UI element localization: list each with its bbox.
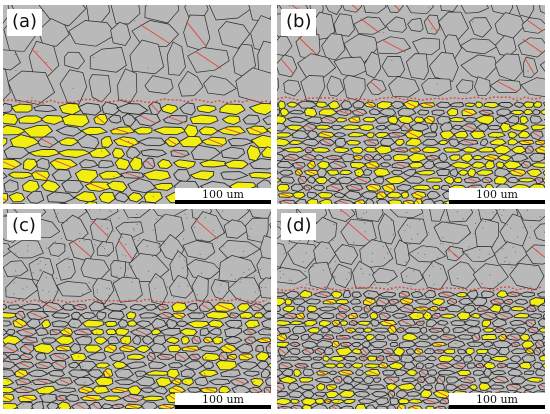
panel-label-d: (d) xyxy=(281,213,317,240)
scale-bar-line-d xyxy=(449,405,545,409)
micrograph-panel-a: (a) 100 um xyxy=(3,5,271,204)
ebsd-map-a xyxy=(3,5,271,204)
micrograph-panel-d: (d) 100 um xyxy=(277,209,545,409)
scale-bar-b: 100 um xyxy=(449,188,545,204)
scale-bar-text-b: 100 um xyxy=(475,188,518,201)
micrograph-panel-b: (b) 100 um xyxy=(277,5,545,204)
ebsd-map-c xyxy=(3,209,271,409)
ebsd-map-b xyxy=(277,5,545,204)
scale-bar-text-d: 100 um xyxy=(475,393,518,406)
micrograph-panel-c: (c) 100 um xyxy=(3,209,271,409)
ebsd-map-d xyxy=(277,209,545,409)
panel-label-c: (c) xyxy=(7,213,41,240)
scale-bar-text-c: 100 um xyxy=(201,393,244,406)
scale-bar-line-a xyxy=(175,200,271,204)
scale-bar-line-c xyxy=(175,405,271,409)
scale-bar-d: 100 um xyxy=(449,393,545,409)
panel-label-a: (a) xyxy=(7,9,43,36)
scale-bar-text-a: 100 um xyxy=(201,188,244,201)
scale-bar-c: 100 um xyxy=(175,393,271,409)
scale-bar-a: 100 um xyxy=(175,188,271,204)
scale-bar-line-b xyxy=(449,200,545,204)
panel-label-b: (b) xyxy=(281,9,317,36)
